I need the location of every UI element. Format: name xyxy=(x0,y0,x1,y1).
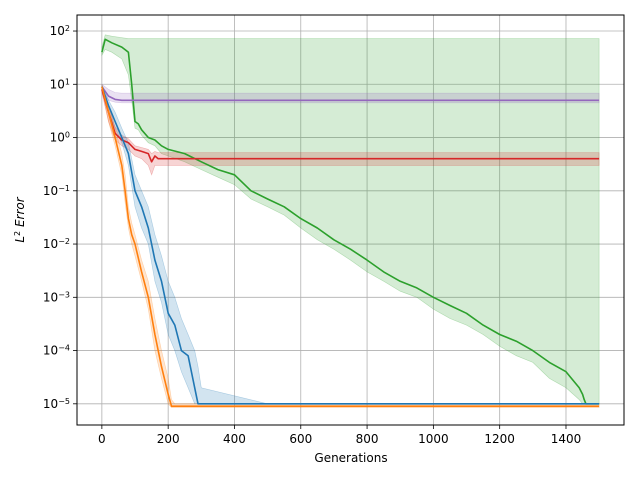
x-tick-label: 1200 xyxy=(484,432,515,446)
y-axis-label-sup: 2 xyxy=(13,231,22,236)
y-tick-label: 10−1 xyxy=(43,183,70,198)
x-axis-ticks: 0 200 400 600 800 1000 1200 1400 xyxy=(98,425,581,446)
y-tick-base: 10 xyxy=(50,131,65,145)
y-tick-base: 10 xyxy=(43,344,58,358)
confidence-bands xyxy=(101,34,600,408)
y-tick-label: 10−2 xyxy=(43,237,70,252)
x-tick-label: 1400 xyxy=(551,432,582,446)
x-tick-label: 200 xyxy=(157,432,180,446)
y-tick-exp: −2 xyxy=(58,237,70,246)
x-tick-label: 400 xyxy=(223,432,246,446)
y-tick-label: 100 xyxy=(50,130,70,145)
y-tick-base: 10 xyxy=(50,24,65,38)
y-tick-label: 10−4 xyxy=(43,343,70,358)
y-tick-exp: 1 xyxy=(65,77,70,86)
grid xyxy=(77,15,624,425)
y-tick-label: 10−5 xyxy=(43,396,70,411)
y-tick-base: 10 xyxy=(43,237,58,251)
series-band xyxy=(101,83,600,104)
series-line xyxy=(101,38,600,405)
y-axis-label: L2 Error xyxy=(13,196,28,242)
y-tick-exp: −5 xyxy=(58,396,70,405)
series-line xyxy=(101,89,600,163)
series-band xyxy=(101,86,600,176)
series-line xyxy=(101,86,600,102)
x-tick-label: 600 xyxy=(289,432,312,446)
plot-frame xyxy=(76,14,625,426)
y-axis-label-base: L xyxy=(13,236,27,243)
series-lines xyxy=(101,38,600,408)
y-tick-exp: 2 xyxy=(65,24,70,33)
y-tick-base: 10 xyxy=(43,184,58,198)
y-axis-label-rest: Error xyxy=(13,196,27,231)
x-tick-label: 0 xyxy=(98,432,106,446)
y-tick-base: 10 xyxy=(43,397,58,411)
series-band xyxy=(101,84,600,408)
x-tick-label: 1000 xyxy=(418,432,449,446)
x-axis-label: Generations xyxy=(314,451,387,465)
y-tick-exp: −3 xyxy=(58,290,70,299)
series-line xyxy=(101,86,600,408)
y-tick-label: 10−3 xyxy=(43,290,70,305)
y-tick-label: 101 xyxy=(50,77,70,92)
y-tick-exp: 0 xyxy=(65,130,70,139)
y-tick-base: 10 xyxy=(43,290,58,304)
y-tick-exp: −1 xyxy=(58,183,70,192)
x-tick-label: 800 xyxy=(356,432,379,446)
y-tick-base: 10 xyxy=(50,77,65,91)
y-tick-exp: −4 xyxy=(58,343,70,352)
series-line xyxy=(101,86,600,405)
y-tick-label: 102 xyxy=(50,24,70,39)
